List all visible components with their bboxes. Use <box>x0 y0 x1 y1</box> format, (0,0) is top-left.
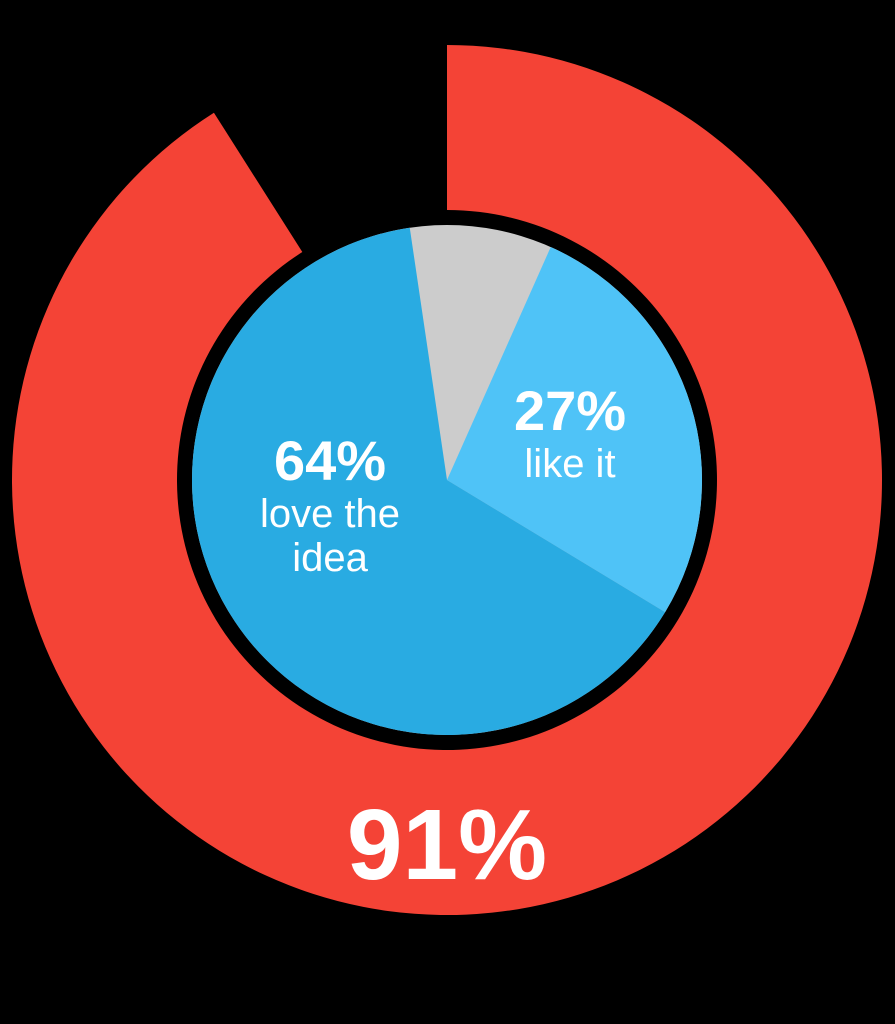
slice-label-like: 27% like it <box>470 380 670 486</box>
outer-ring-label: 91% <box>297 790 597 900</box>
slice-text-love: love the idea <box>230 492 430 580</box>
donut-pie-chart: 91% 27% like it 64% love the idea <box>0 0 895 1024</box>
slice-text-like: like it <box>470 442 670 486</box>
slice-percent-like: 27% <box>470 380 670 442</box>
outer-ring-percent: 91% <box>297 790 597 900</box>
slice-percent-love: 64% <box>230 430 430 492</box>
slice-label-love: 64% love the idea <box>230 430 430 580</box>
